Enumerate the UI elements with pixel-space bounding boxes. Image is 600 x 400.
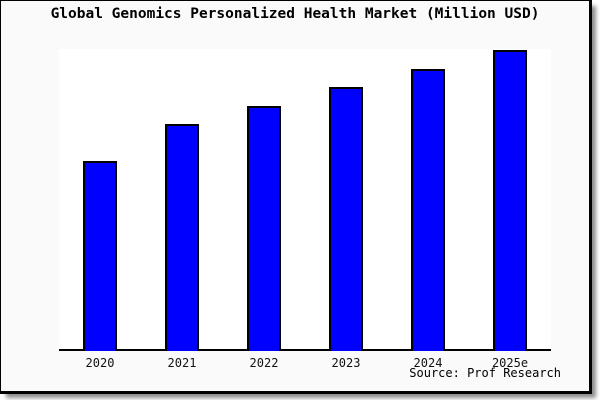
x-tick-label-2020: 2020: [85, 356, 115, 370]
x-axis-line: [59, 349, 551, 351]
bar-2023: [329, 87, 363, 351]
source-label: Source: Prof Research: [409, 366, 561, 380]
plot-area: [59, 49, 551, 351]
chart-title: Global Genomics Personalized Health Mark…: [50, 6, 540, 22]
bar-2024: [411, 69, 445, 351]
x-tick-label-2022: 2022: [249, 356, 279, 370]
bar-2021: [165, 124, 199, 351]
bar-2025e: [493, 50, 527, 351]
bar-2022: [247, 106, 281, 351]
chart-card: Global Genomics Personalized Health Mark…: [0, 0, 592, 394]
x-tick-label-2021: 2021: [167, 356, 197, 370]
bar-2020: [83, 161, 117, 351]
x-tick-label-2025e: 2025e: [491, 356, 529, 370]
x-tick-label-2024: 2024: [413, 356, 443, 370]
x-tick-label-2023: 2023: [331, 356, 361, 370]
